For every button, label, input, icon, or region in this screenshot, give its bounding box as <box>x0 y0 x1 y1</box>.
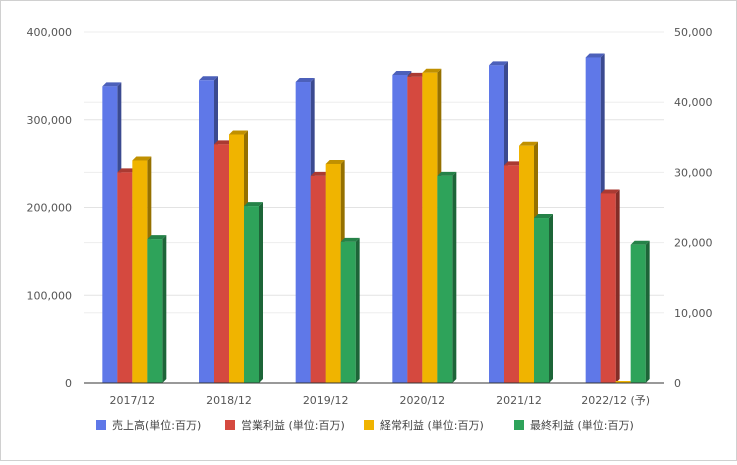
bar-face <box>147 239 163 383</box>
right-tick-label: 0 <box>674 377 681 390</box>
bar-face <box>132 160 148 383</box>
bar-2-5 <box>615 381 631 383</box>
bar-top <box>325 159 345 164</box>
x-axis-labels: 2017/12 2018/12 2019/12 2020/12 2021/12 2022/… <box>109 394 650 407</box>
bar-top <box>585 53 605 58</box>
bar-top <box>422 68 442 73</box>
bar-face <box>244 206 259 383</box>
right-tick-label: 10,000 <box>674 307 713 320</box>
bar-face <box>407 76 423 383</box>
bar-top <box>340 237 360 242</box>
bar-face <box>229 134 244 383</box>
bar-face <box>630 244 646 383</box>
bar-3-0 <box>147 235 167 383</box>
bar-3-4 <box>534 214 553 383</box>
right-axis-ticks: 0 10,000 20,000 30,000 40,000 50,000 <box>674 26 713 390</box>
bar-top <box>630 240 650 245</box>
bar-face <box>489 65 504 383</box>
bar-top <box>437 171 457 176</box>
bar-face <box>325 163 341 383</box>
bar-face <box>117 172 133 383</box>
legend-swatch <box>514 420 524 430</box>
legend-swatch <box>225 420 235 430</box>
legend-label: 売上高(単位:百万) <box>112 418 201 432</box>
x-tick-label: 2017/12 <box>109 394 155 407</box>
bar-face <box>615 381 631 383</box>
legend-swatch <box>96 420 106 430</box>
left-axis-ticks: 0 100,000 200,000 300,000 400,000 <box>27 26 73 390</box>
bar-face <box>504 165 519 383</box>
bar-face <box>392 74 408 383</box>
bar-top <box>214 140 233 145</box>
bar-top <box>147 235 167 240</box>
bar-top <box>489 61 508 66</box>
bar-top <box>519 141 538 146</box>
bar-side <box>549 214 553 383</box>
bar-top <box>117 168 137 173</box>
bar-top <box>504 161 523 166</box>
right-tick-label: 30,000 <box>674 166 713 179</box>
bar-top <box>102 82 122 87</box>
bar-face <box>600 193 616 383</box>
left-tick-label: 0 <box>65 377 72 390</box>
legend-label: 営業利益 (単位:百万) <box>241 418 345 432</box>
bar-side <box>162 235 167 383</box>
bar-top <box>132 156 152 161</box>
bar-face <box>340 241 356 383</box>
bar-3-1 <box>244 202 263 383</box>
x-tick-label: 2019/12 <box>303 394 349 407</box>
x-tick-label: 2021/12 <box>496 394 542 407</box>
legend: 売上高(単位:百万) 営業利益 (単位:百万) 経常利益 (単位:百万) 最終利益 (… <box>96 418 634 432</box>
bar-side <box>452 171 457 383</box>
legend-label: 経常利益 (単位:百万) <box>380 418 484 432</box>
bar-face <box>422 72 438 383</box>
bar-3-3 <box>437 171 457 383</box>
bar-face <box>585 57 601 383</box>
bar-face <box>199 80 214 383</box>
bar-top <box>407 72 427 77</box>
bar-side <box>355 237 360 383</box>
bar-side <box>645 240 650 383</box>
right-tick-label: 40,000 <box>674 96 713 109</box>
gridlines <box>84 31 664 314</box>
bar-3-5 <box>630 240 650 383</box>
bar-face <box>310 175 326 383</box>
bar-face <box>102 86 118 383</box>
bar-1-5 <box>600 189 620 383</box>
bar-top <box>534 214 553 219</box>
left-tick-label: 100,000 <box>27 289 73 302</box>
bars <box>102 53 650 383</box>
bar-face <box>295 82 311 383</box>
bar-top <box>229 130 248 135</box>
bar-top <box>295 78 315 83</box>
x-tick-label: 2022/12 (予) <box>581 394 650 407</box>
bar-top <box>310 171 330 176</box>
left-tick-label: 200,000 <box>27 202 73 215</box>
right-tick-label: 50,000 <box>674 26 713 39</box>
bar-3-2 <box>340 237 360 383</box>
right-tick-label: 20,000 <box>674 237 713 250</box>
left-tick-label: 300,000 <box>27 114 73 127</box>
legend-swatch <box>364 420 374 430</box>
bar-face <box>214 144 229 383</box>
x-tick-label: 2018/12 <box>206 394 252 407</box>
bar-face <box>534 218 549 383</box>
bar-side <box>259 202 263 383</box>
bar-top <box>600 189 620 194</box>
x-tick-label: 2020/12 <box>399 394 445 407</box>
bar-face <box>437 175 453 383</box>
bar-face <box>519 145 534 383</box>
bar-top <box>392 70 412 75</box>
legend-label: 最終利益 (単位:百万) <box>530 418 634 432</box>
bar-top <box>199 76 218 81</box>
bar-side <box>615 189 620 383</box>
bar-top <box>244 202 263 207</box>
left-tick-label: 400,000 <box>27 26 73 39</box>
